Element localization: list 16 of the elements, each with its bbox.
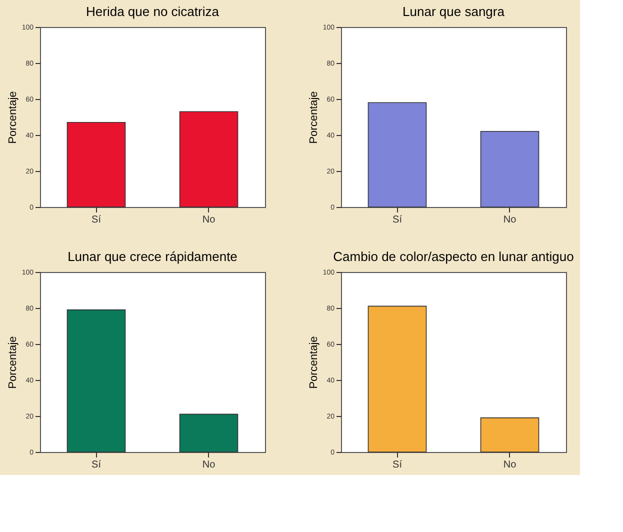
x-tick-label: No	[202, 460, 216, 470]
chart-title: Cambio de color/aspecto en lunar antiguo	[333, 249, 574, 264]
y-axis-title: Porcentaje	[308, 91, 320, 144]
x-tick-label: No	[503, 460, 517, 470]
y-axis-title: Porcentaje	[6, 91, 19, 144]
x-tick-label: No	[503, 214, 517, 226]
chart-title: Lunar que sangra	[402, 4, 506, 19]
y-axis-title: Porcentaje	[6, 336, 19, 389]
chart-title: Lunar que crece rápidamente	[68, 249, 238, 264]
x-tick-label: Sí	[392, 214, 402, 226]
x-tick-label: Sí	[92, 460, 102, 470]
chart-title: Herida que no cicatriza	[86, 4, 220, 19]
x-tick-label: No	[202, 214, 216, 226]
y-axis-title: Porcentaje	[308, 336, 320, 389]
x-tick-label: Sí	[92, 214, 102, 226]
x-tick-label: Sí	[392, 460, 402, 470]
